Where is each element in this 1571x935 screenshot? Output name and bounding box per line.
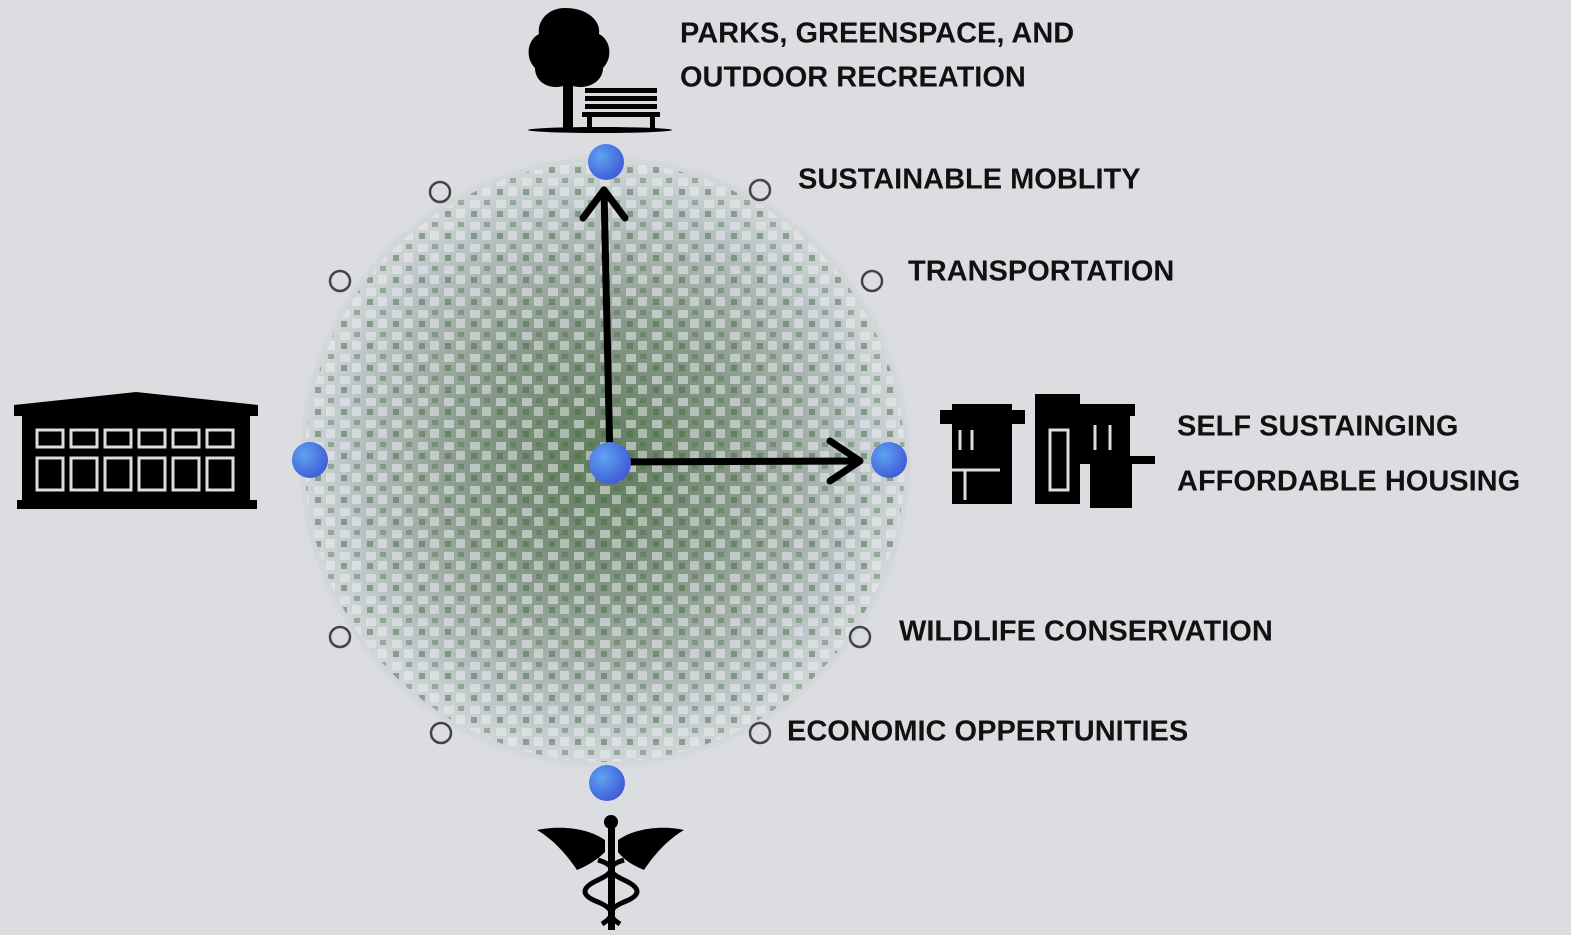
building-icon <box>14 392 258 509</box>
house-icon <box>940 394 1155 508</box>
label: TRANSPORTATION <box>908 256 1174 288</box>
label: PARKS, GREENSPACE, AND <box>680 18 1074 50</box>
diagram: PARKS, GREENSPACE, AND OUTDOOR RECREATIO… <box>0 0 1571 935</box>
label: SUSTAINABLE MOBLITY <box>798 164 1141 196</box>
label: ECONOMIC OPPERTUNITIES <box>787 716 1188 748</box>
label: SELF SUSTAINGING <box>1177 411 1458 443</box>
label: AFFORDABLE HOUSING <box>1177 466 1520 498</box>
label: WILDLIFE CONSERVATION <box>899 616 1273 648</box>
page: PARKS, GREENSPACE, AND OUTDOOR RECREATIO… <box>0 0 1571 935</box>
label: OUTDOOR RECREATION <box>680 62 1026 94</box>
